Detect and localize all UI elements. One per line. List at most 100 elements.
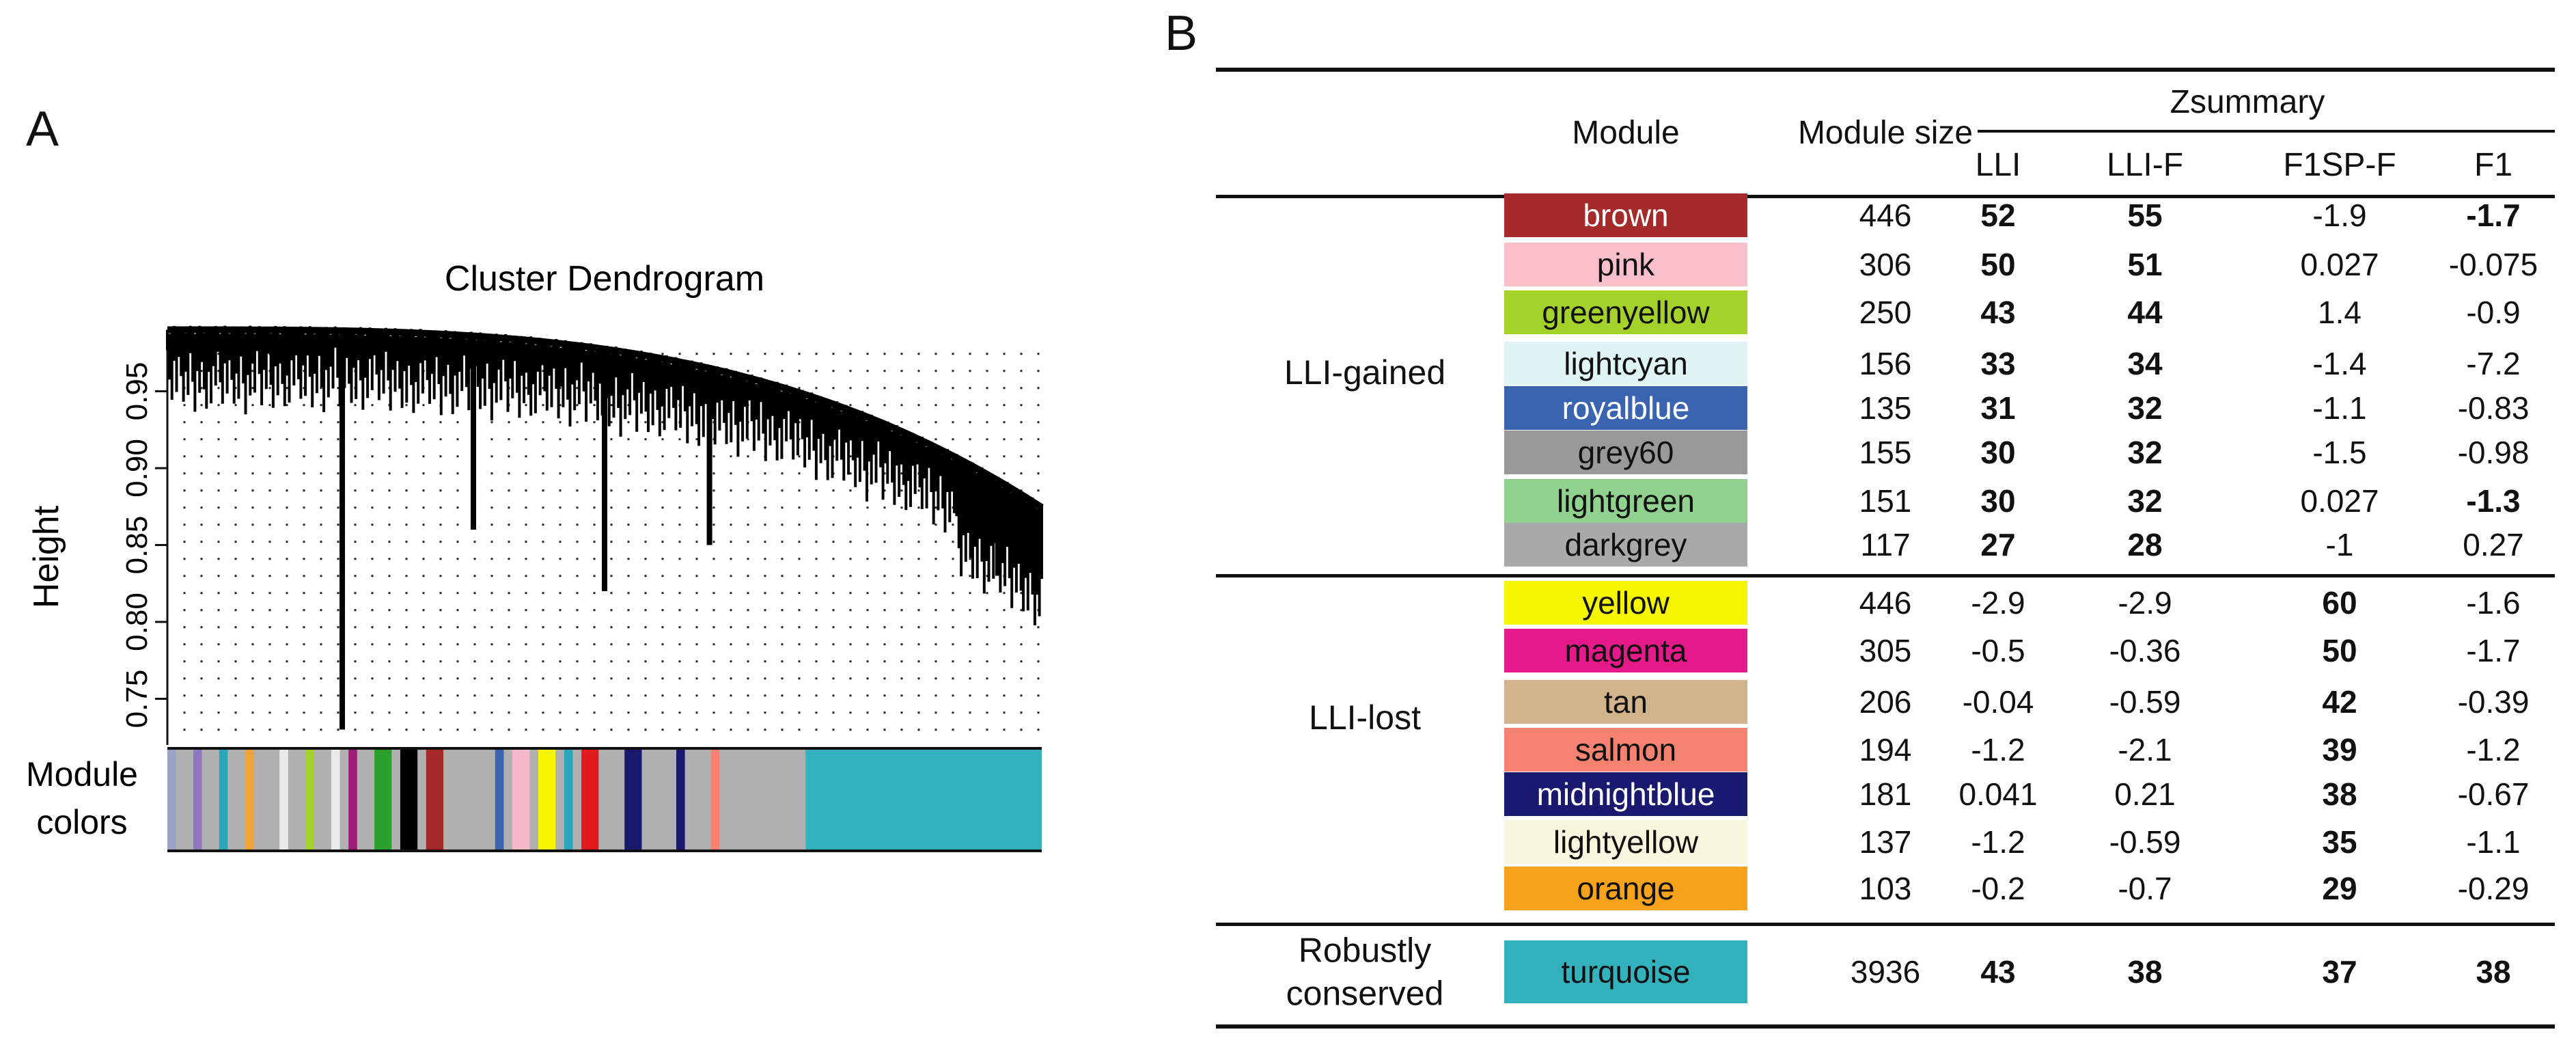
zsummary-cell-llif: -2.9 [2118,585,2172,621]
module-color-segment [227,748,237,851]
zsummary-cell-f1spf: 50 [2322,633,2357,668]
zsummary-cell-llif: -0.59 [2109,684,2181,720]
module-color-segment [210,748,220,851]
zsummary-rule [1978,130,2555,133]
module-name: salmon [1575,732,1677,767]
module-color-segment [788,748,798,851]
zsummary-cell-f1spf: 38 [2322,776,2357,812]
zsummary-cell-lli: 52 [1980,198,2016,233]
module-name: lightgreen [1556,483,1695,519]
module-swatch-turquoise: turquoise [1504,940,1747,1003]
module-size-cell: 137 [1859,824,1912,860]
module-color-segment [598,748,608,851]
module-color-segment [262,748,272,851]
chart-title: Cluster Dendrogram [445,259,764,299]
module-color-segment [271,748,280,851]
zsummary-cell-f1: -0.075 [2448,247,2538,282]
module-color-segment [624,748,634,851]
module-color-segment [710,748,720,851]
module-color-segment [434,748,444,851]
module-color-segment [219,748,228,851]
module-swatch-royalblue: royalblue [1504,386,1747,430]
module-color-segment [771,748,781,851]
module-color-segment [590,748,599,851]
module-color-segment [374,748,384,851]
module-color-segment [512,748,522,851]
zsummary-cell-lli: 31 [1980,390,2016,426]
module-color-segment [607,748,617,851]
zsummary-cell-llif: 55 [2127,198,2163,233]
group-label-line: LLI-lost [1309,698,1421,737]
dendrogram-leaves [166,325,1043,626]
module-color-segment [245,748,254,851]
zsummary-cell-lli: -0.2 [1971,871,2025,906]
module-color-segment [650,748,660,851]
module-size-cell: 446 [1859,585,1912,621]
module-swatch-orange: orange [1504,867,1747,910]
module-swatch-salmon: salmon [1504,728,1747,772]
group-label: Robustly conserved [1286,929,1444,1015]
module-color-segment [572,748,582,851]
module-color-segment [477,748,487,851]
y-tick-label: 0.85 [120,516,154,575]
zsummary-cell-f1spf: 0.027 [2300,483,2379,519]
zsummary-cell-llif: 28 [2127,527,2163,562]
panel-b-letter: B [1165,6,1198,61]
module-swatch-lightcyan: lightcyan [1504,342,1747,385]
module-color-segment [581,748,591,851]
module-size-cell: 206 [1859,684,1912,720]
module-color-segment [736,748,746,851]
module-name: midnightblue [1536,776,1715,812]
header-col-f1: F1 [2474,147,2513,183]
module-color-segment [426,748,436,851]
zsummary-cell-lli: -1.2 [1971,824,2025,860]
module-color-segment [555,748,565,851]
module-color-segment [296,748,306,851]
zsummary-cell-lli: 0.041 [1958,776,2038,812]
header-module-size: Module size [1797,115,1973,151]
module-name: royalblue [1562,390,1690,426]
module-size-cell: 135 [1859,390,1912,426]
group-rule [1216,922,2555,926]
module-color-segment [564,748,574,851]
zsummary-cell-f1spf: 39 [2322,732,2357,767]
module-size-cell: 103 [1859,871,1912,906]
module-color-segment [236,748,246,851]
group-label-line: LLI-gained [1284,353,1446,392]
module-color-segment [659,748,668,851]
zsummary-cell-f1spf: -1.9 [2312,198,2367,233]
module-size-cell: 3936 [1850,954,1921,990]
module-name: orange [1577,871,1675,906]
module-name: magenta [1564,633,1687,668]
module-size-cell: 250 [1859,295,1912,330]
zsummary-cell-llif: 32 [2127,483,2163,519]
module-color-segment [340,748,349,851]
zsummary-cell-f1: -0.67 [2457,776,2530,812]
zsummary-cell-f1: -0.39 [2457,684,2530,720]
header-col-f1spf: F1SP-F [2283,147,2396,183]
header-rule [1216,194,2555,198]
module-swatch-lightyellow: lightyellow [1504,820,1747,864]
zsummary-cell-f1: -0.98 [2457,435,2530,470]
zsummary-cell-f1: -1.3 [2466,483,2521,519]
module-size-cell: 306 [1859,247,1912,282]
zsummary-cell-lli: 50 [1980,247,2016,282]
table-rule-bottom [1216,1024,2555,1029]
module-color-segment [615,748,625,851]
zsummary-cell-f1: -1.7 [2466,633,2521,668]
module-color-segment [391,748,401,851]
module-color-segment [469,748,479,851]
zsummary-cell-lli: 43 [1980,954,2016,990]
header-col-lli: LLI [1975,147,2021,183]
header-zsummary: Zsummary [2170,84,2325,120]
cluster-dendrogram: Cluster Dendrogram 0.75 0.80 0.85 0.90 0.95 He… [26,259,1044,852]
module-name: turquoise [1561,954,1691,990]
module-colors-label: colors [36,803,127,841]
module-color-segment [288,748,298,851]
zsummary-cell-f1: -0.9 [2466,295,2521,330]
module-colors-label: Module [26,755,138,793]
zsummary-cell-f1: 38 [2476,954,2511,990]
module-color-segment [667,748,677,851]
zsummary-cell-lli: -1.2 [1971,732,2025,767]
